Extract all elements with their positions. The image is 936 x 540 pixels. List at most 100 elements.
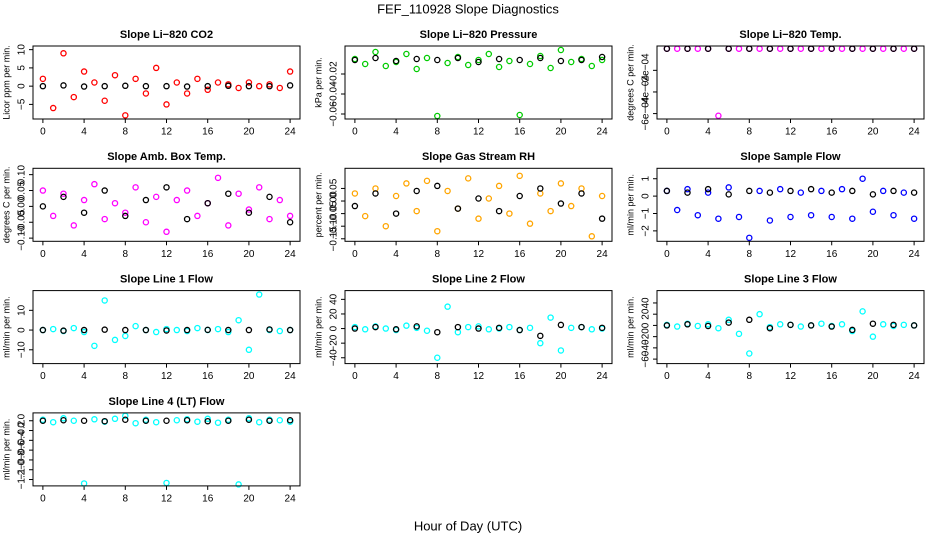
point <box>506 323 513 331</box>
x-tick-label: 12 <box>161 371 173 382</box>
point <box>475 195 482 202</box>
point <box>434 227 441 235</box>
point <box>725 45 732 52</box>
point <box>838 185 846 193</box>
point <box>807 45 815 52</box>
point <box>444 303 451 310</box>
point <box>70 324 78 332</box>
y-tick-label: −0.2 <box>17 420 28 440</box>
point <box>183 187 191 194</box>
point <box>152 193 160 201</box>
y-tick-label: −0.06 <box>329 101 340 127</box>
point <box>214 79 222 86</box>
point <box>142 219 150 226</box>
panel-title: Slope Gas Stream RH <box>422 151 535 163</box>
y-axis-label: ml/min per min. <box>625 296 635 358</box>
point <box>132 322 139 330</box>
y-tick-label: −5 <box>17 98 28 110</box>
point <box>194 75 201 83</box>
point <box>204 417 211 425</box>
x-tick-label: 24 <box>597 127 609 138</box>
point <box>235 84 242 92</box>
point <box>214 325 222 333</box>
point <box>142 82 150 90</box>
point <box>598 53 606 61</box>
x-tick-label: 16 <box>826 127 838 138</box>
point <box>526 220 534 227</box>
point <box>537 52 544 60</box>
x-tick-label: 8 <box>123 127 129 138</box>
point <box>266 417 273 424</box>
point <box>194 324 201 332</box>
x-tick-label: 4 <box>393 249 399 260</box>
x-tick-label: 8 <box>435 127 441 138</box>
point <box>286 82 294 89</box>
y-tick-label: −4e−04 <box>641 75 652 109</box>
plot-frame <box>344 45 613 120</box>
x-tick-label: 12 <box>161 494 173 505</box>
x-tick-label: 4 <box>81 127 87 138</box>
point <box>598 56 606 64</box>
point <box>900 45 908 52</box>
point <box>60 416 67 424</box>
point <box>694 322 702 330</box>
point <box>557 180 565 187</box>
point <box>49 418 57 426</box>
point <box>495 324 503 332</box>
x-tick-label: 24 <box>909 127 921 138</box>
point <box>684 189 691 196</box>
point <box>245 79 253 86</box>
point <box>663 45 671 52</box>
point <box>776 45 784 52</box>
y-axis-label: kPa per min. <box>313 57 323 108</box>
x-tick-label: 0 <box>664 249 670 260</box>
point <box>173 416 181 424</box>
x-tick-label: 20 <box>243 127 255 138</box>
y-tick-label: 10 <box>17 304 28 316</box>
y-tick-label: −0.10 <box>329 213 340 239</box>
point <box>910 215 918 222</box>
point <box>70 222 78 229</box>
x-tick-label: 0 <box>664 127 670 138</box>
point <box>122 416 129 424</box>
point <box>286 219 294 226</box>
point <box>454 54 462 62</box>
point <box>101 215 108 223</box>
y-tick-label: 0 <box>17 327 28 333</box>
point <box>910 45 918 52</box>
point <box>746 316 753 324</box>
y-tick-label: 0 <box>17 83 28 89</box>
point <box>537 185 544 192</box>
point <box>735 213 743 221</box>
point <box>60 193 67 201</box>
point <box>578 190 585 197</box>
point <box>756 310 763 318</box>
plot-frame <box>32 45 301 120</box>
point <box>890 45 897 52</box>
point <box>255 82 263 90</box>
point <box>80 480 88 487</box>
point <box>704 45 712 52</box>
point <box>464 61 472 69</box>
point <box>225 417 232 424</box>
point <box>49 104 57 112</box>
y-tick-label: 40 <box>329 293 340 305</box>
point <box>567 58 575 66</box>
x-tick-label: 0 <box>664 371 670 382</box>
x-tick-label: 24 <box>909 371 921 382</box>
y-axis-label: Licor ppm per min. <box>1 45 11 120</box>
point <box>516 56 523 64</box>
point <box>173 196 181 204</box>
y-tick-label: 0 <box>641 322 652 328</box>
point <box>588 62 596 70</box>
point <box>80 326 88 334</box>
point <box>557 347 565 354</box>
y-tick-label: −2e−04 <box>641 53 652 87</box>
point <box>152 418 160 426</box>
point <box>80 196 88 204</box>
point <box>392 57 400 65</box>
y-tick-label: 20 <box>329 308 340 320</box>
y-tick-label: −40 <box>641 339 652 356</box>
point <box>684 321 691 328</box>
point <box>245 209 253 216</box>
